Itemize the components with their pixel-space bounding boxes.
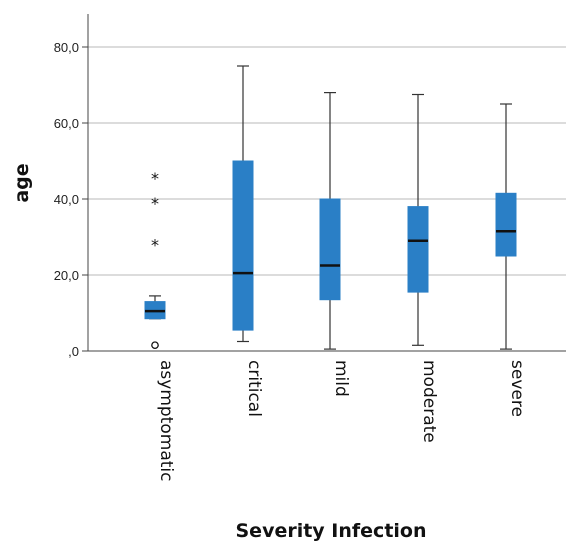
x-category-label: asymptomatic: [156, 360, 176, 481]
y-axis-title: age: [11, 163, 33, 202]
x-axis-title: Severity Infection: [236, 520, 427, 541]
box: [232, 160, 254, 331]
y-axis: ,0 20,0 40,0 60,0 80,0: [54, 14, 89, 359]
x-category-label: moderate: [419, 360, 439, 443]
box-asymptomatic: * * *: [144, 169, 166, 350]
box: [319, 198, 341, 301]
outlier-star: *: [151, 236, 159, 255]
box: [407, 206, 429, 293]
x-axis: asymptomatic critical mild moderate severe: [88, 350, 566, 481]
box-severe: [495, 103, 517, 350]
y-tick-label: ,0: [68, 344, 79, 359]
box: [495, 192, 517, 257]
box-mild: [319, 91, 341, 350]
outlier-star: *: [151, 194, 159, 213]
y-tick-label: 60,0: [54, 116, 79, 131]
outlier-circle: [151, 341, 159, 350]
outlier-star: *: [151, 169, 159, 188]
x-category-label: critical: [244, 360, 264, 417]
y-tick-label: 20,0: [54, 268, 79, 283]
y-tick-label: 40,0: [54, 192, 79, 207]
x-category-label: severe: [507, 360, 527, 417]
box-moderate: [407, 93, 429, 346]
x-category-label: mild: [331, 360, 351, 397]
box-critical: [232, 65, 254, 343]
box-series: * * *: [144, 65, 517, 350]
y-tick-label: 80,0: [54, 40, 79, 55]
